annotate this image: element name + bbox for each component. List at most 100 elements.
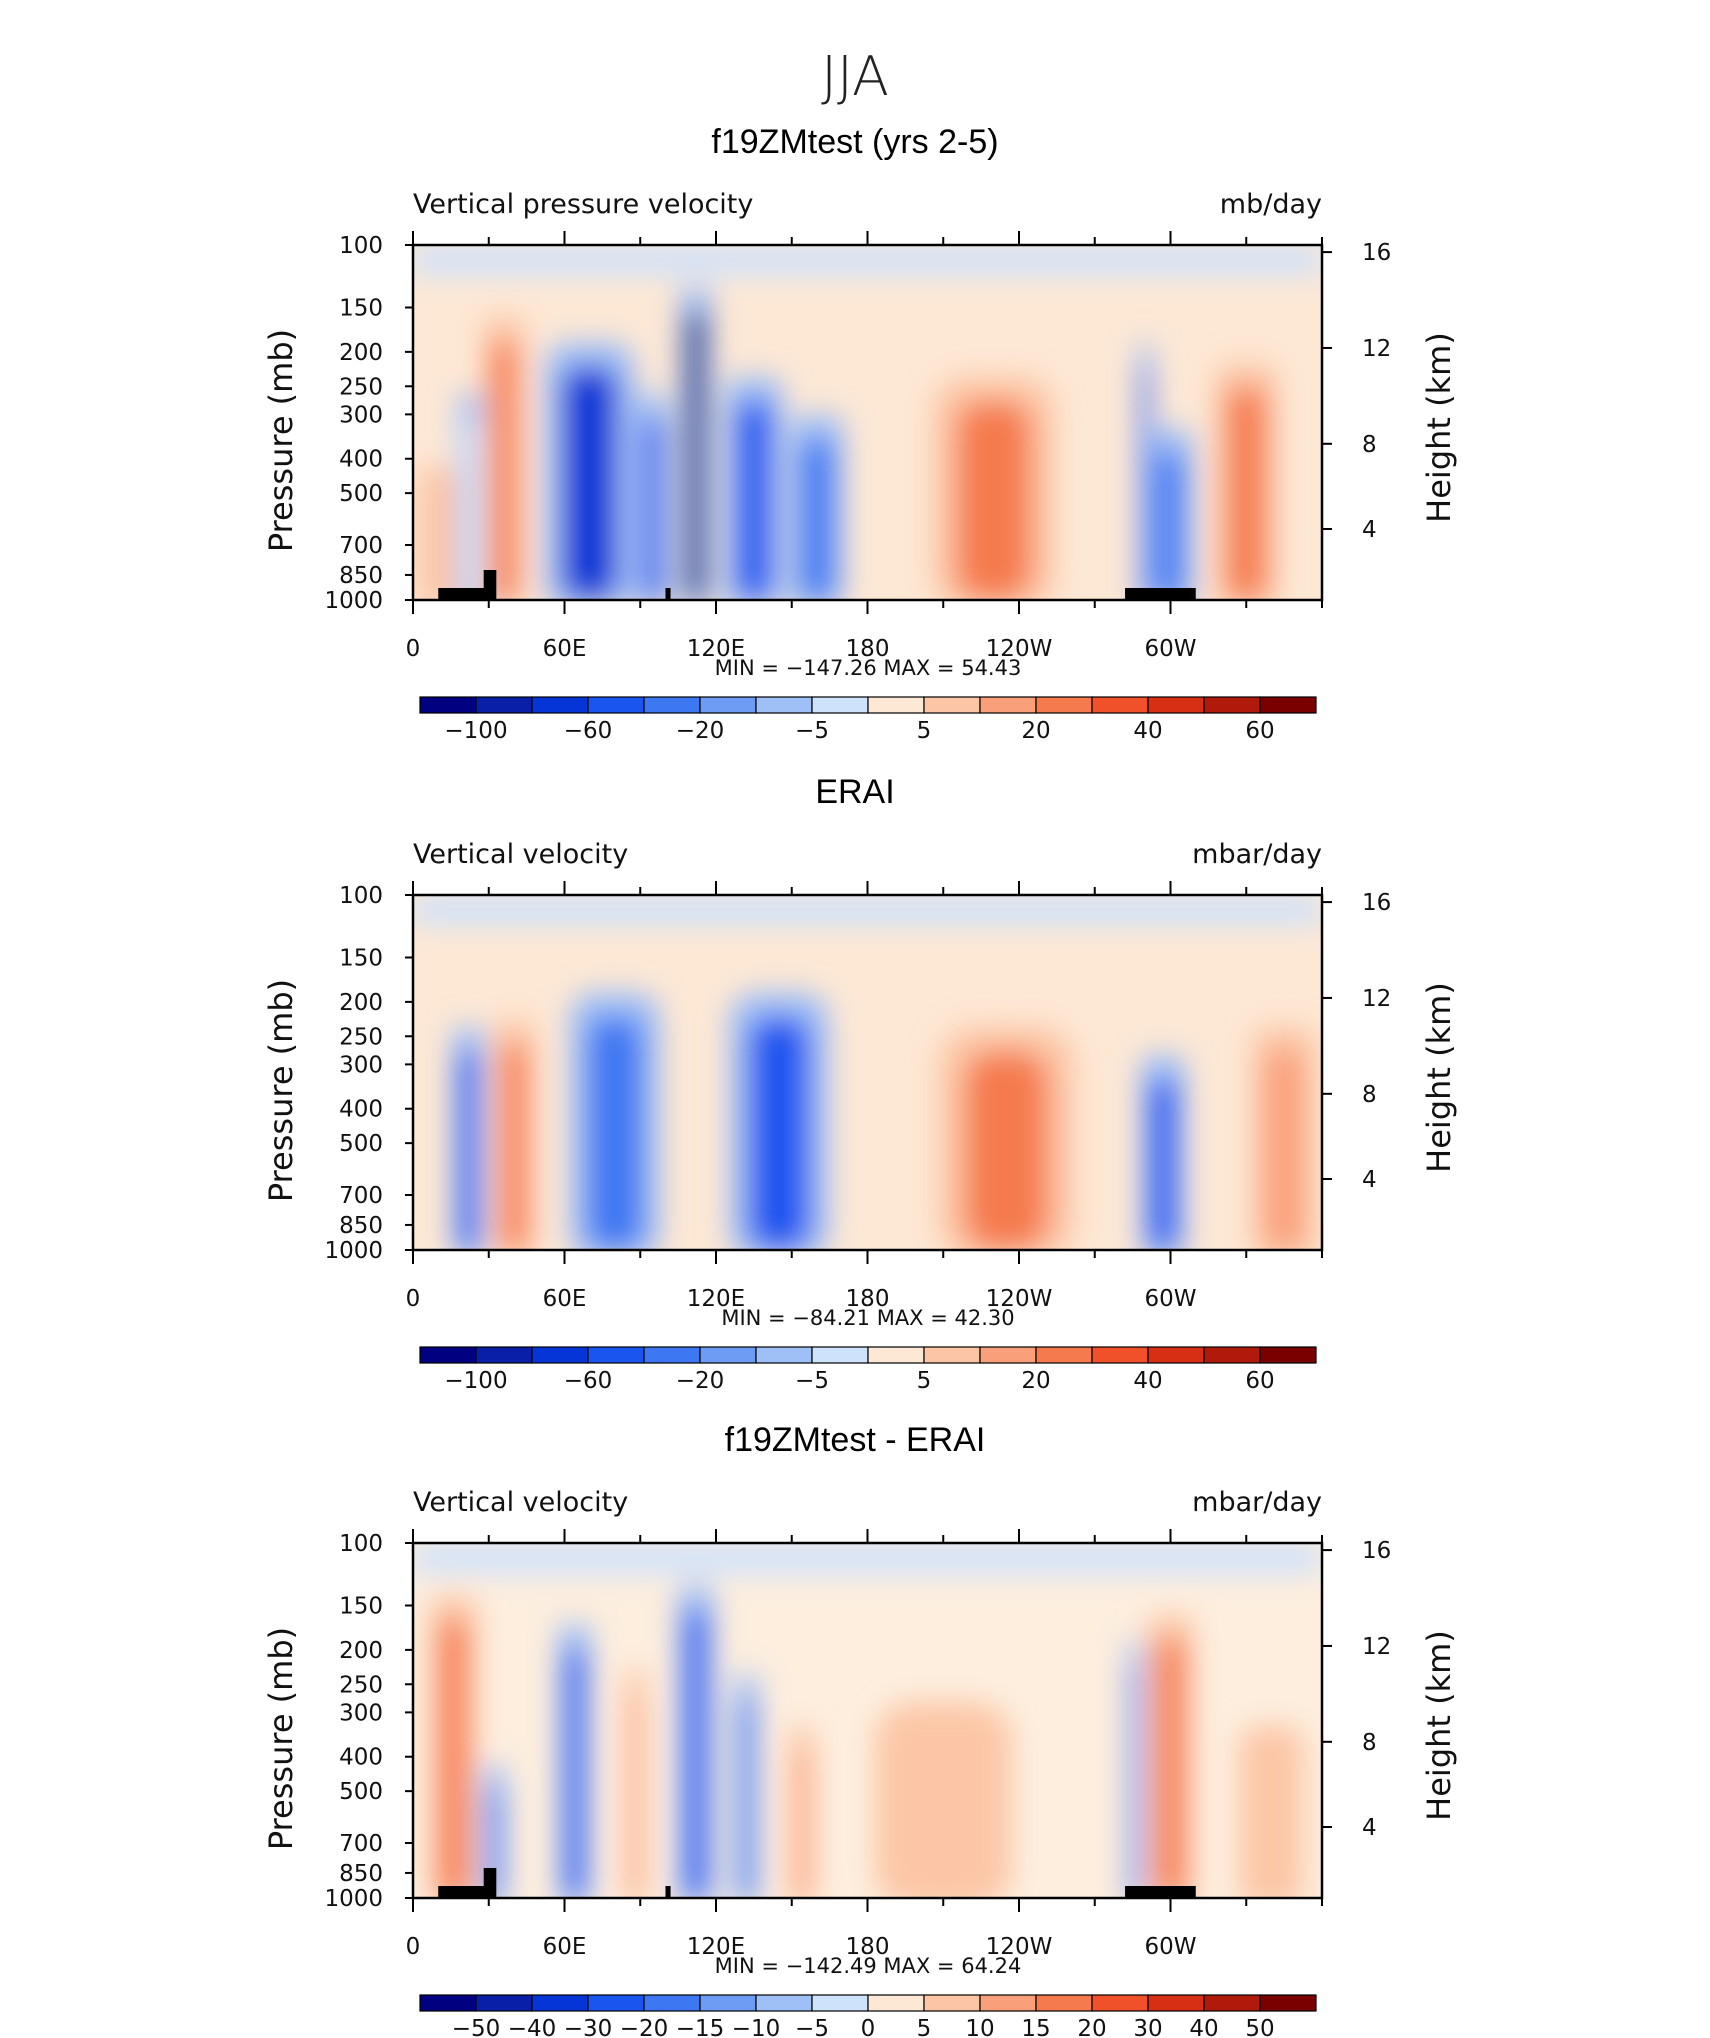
colorbar-box bbox=[531, 1994, 589, 2012]
y-tick-label: 300 bbox=[339, 402, 383, 428]
field bbox=[413, 245, 1322, 600]
colorbar-box bbox=[867, 696, 925, 714]
colorbar-label: 15 bbox=[1021, 2016, 1050, 2038]
y-tick-label: 500 bbox=[339, 1779, 383, 1805]
colorbar-label: −100 bbox=[444, 1368, 507, 1394]
colorbar-box bbox=[587, 1346, 645, 1364]
colorbar-box bbox=[811, 1346, 869, 1364]
y-tick-label: 250 bbox=[339, 1024, 383, 1050]
colorbar-label: −50 bbox=[452, 2016, 501, 2038]
y-tick-label: 300 bbox=[339, 1052, 383, 1078]
left-label: Vertical pressure velocity bbox=[413, 189, 753, 220]
colorbar-box bbox=[419, 1994, 477, 2012]
feature-core bbox=[439, 1620, 468, 1898]
y-tick-label: 1000 bbox=[324, 588, 383, 614]
y-tick-label: 300 bbox=[339, 1700, 383, 1726]
x-tick-label: 120E bbox=[687, 636, 745, 662]
colorbar-label: −5 bbox=[795, 1368, 829, 1394]
colorbar-box bbox=[587, 696, 645, 714]
feature-core bbox=[686, 311, 706, 600]
colorbar-label: 5 bbox=[917, 718, 932, 744]
feature-core bbox=[1149, 1079, 1177, 1250]
colorbar-label: 5 bbox=[917, 1368, 932, 1394]
y-tick-label: 150 bbox=[339, 946, 383, 972]
colorbar-label: −100 bbox=[444, 718, 507, 744]
min-max-label: MIN = −147.26 MAX = 54.43 bbox=[715, 656, 1022, 680]
y-tick-label: 850 bbox=[339, 1213, 383, 1239]
colorbar-box bbox=[979, 1346, 1037, 1364]
colorbar-label: 60 bbox=[1245, 718, 1274, 744]
y-right-tick-label: 12 bbox=[1362, 986, 1391, 1012]
orography bbox=[438, 588, 489, 600]
colorbar-box bbox=[419, 1346, 477, 1364]
y-tick-label: 200 bbox=[339, 990, 383, 1016]
field-background bbox=[413, 895, 1322, 1250]
colorbar-box bbox=[979, 1994, 1037, 2012]
y-right-tick-label: 16 bbox=[1362, 240, 1391, 266]
colorbar-box bbox=[811, 1994, 869, 2012]
colorbar-box bbox=[587, 1994, 645, 2012]
y-tick-label: 500 bbox=[339, 1131, 383, 1157]
y-tick-label: 100 bbox=[339, 883, 383, 909]
x-tick-label: 120E bbox=[687, 1934, 745, 1960]
colorbar-label: −40 bbox=[508, 2016, 557, 2038]
panel-title: f19ZMtest - ERAI bbox=[725, 1421, 986, 1459]
orography bbox=[665, 588, 671, 600]
y-right-tick-label: 16 bbox=[1362, 890, 1391, 916]
colorbar-box bbox=[531, 1346, 589, 1364]
x-tick-label: 120W bbox=[986, 636, 1053, 662]
colorbar-box bbox=[1259, 1994, 1317, 2012]
y-right-tick-label: 8 bbox=[1362, 1730, 1377, 1756]
y-right-tick-label: 4 bbox=[1362, 517, 1377, 543]
y-tick-label: 500 bbox=[339, 481, 383, 507]
feature-core bbox=[956, 401, 1032, 600]
y-tick-label: 250 bbox=[339, 374, 383, 400]
field bbox=[413, 895, 1322, 1250]
y-right-tick-label: 4 bbox=[1362, 1815, 1377, 1841]
colorbar-box bbox=[1203, 1994, 1261, 2012]
colorbar-box bbox=[699, 1994, 757, 2012]
y-tick-label: 100 bbox=[339, 233, 383, 259]
colorbar-box bbox=[1259, 1346, 1317, 1364]
feature-core bbox=[901, 1727, 985, 1898]
feature-core bbox=[1264, 1051, 1304, 1250]
colorbar-box bbox=[867, 1994, 925, 2012]
units-label: mbar/day bbox=[1192, 839, 1322, 870]
x-tick-label: 60W bbox=[1144, 1286, 1196, 1312]
colorbar-label: −60 bbox=[564, 1368, 613, 1394]
colorbar-box bbox=[1091, 1346, 1149, 1364]
colorbar-label: −5 bbox=[795, 2016, 829, 2038]
colorbar-label: 50 bbox=[1245, 2016, 1274, 2038]
x-tick-label: 0 bbox=[406, 1934, 421, 1960]
colorbar-box bbox=[755, 1994, 813, 2012]
upper-band bbox=[413, 1543, 1322, 1573]
upper-band bbox=[413, 245, 1322, 275]
feature-core bbox=[800, 439, 834, 600]
y-tick-label: 150 bbox=[339, 1594, 383, 1620]
y-tick-label: 400 bbox=[339, 447, 383, 473]
y-tick-label: 700 bbox=[339, 533, 383, 559]
y-right-tick-label: 4 bbox=[1362, 1167, 1377, 1193]
feature-core bbox=[735, 401, 772, 600]
feature-core bbox=[458, 1051, 479, 1250]
feature-core bbox=[1156, 453, 1185, 600]
colorbar-box bbox=[1091, 696, 1149, 714]
feature-core bbox=[491, 341, 517, 600]
colorbar-label: −20 bbox=[676, 718, 725, 744]
orography bbox=[483, 1868, 497, 1898]
colorbar-box bbox=[755, 696, 813, 714]
y-right-tick-label: 8 bbox=[1362, 1082, 1377, 1108]
y-tick-label: 700 bbox=[339, 1831, 383, 1857]
colorbar-label: −5 bbox=[795, 718, 829, 744]
colorbar-label: 60 bbox=[1245, 1368, 1274, 1394]
x-tick-label: 180 bbox=[846, 636, 890, 662]
colorbar-box bbox=[699, 1346, 757, 1364]
colorbar-box bbox=[1259, 696, 1317, 714]
colorbar-label: 40 bbox=[1133, 718, 1162, 744]
y-right-tick-label: 12 bbox=[1362, 1634, 1391, 1660]
colorbar-box bbox=[923, 1346, 981, 1364]
x-tick-label: 60W bbox=[1144, 636, 1196, 662]
min-max-label: MIN = −142.49 MAX = 64.24 bbox=[715, 1954, 1022, 1978]
feature-core bbox=[684, 1609, 707, 1898]
